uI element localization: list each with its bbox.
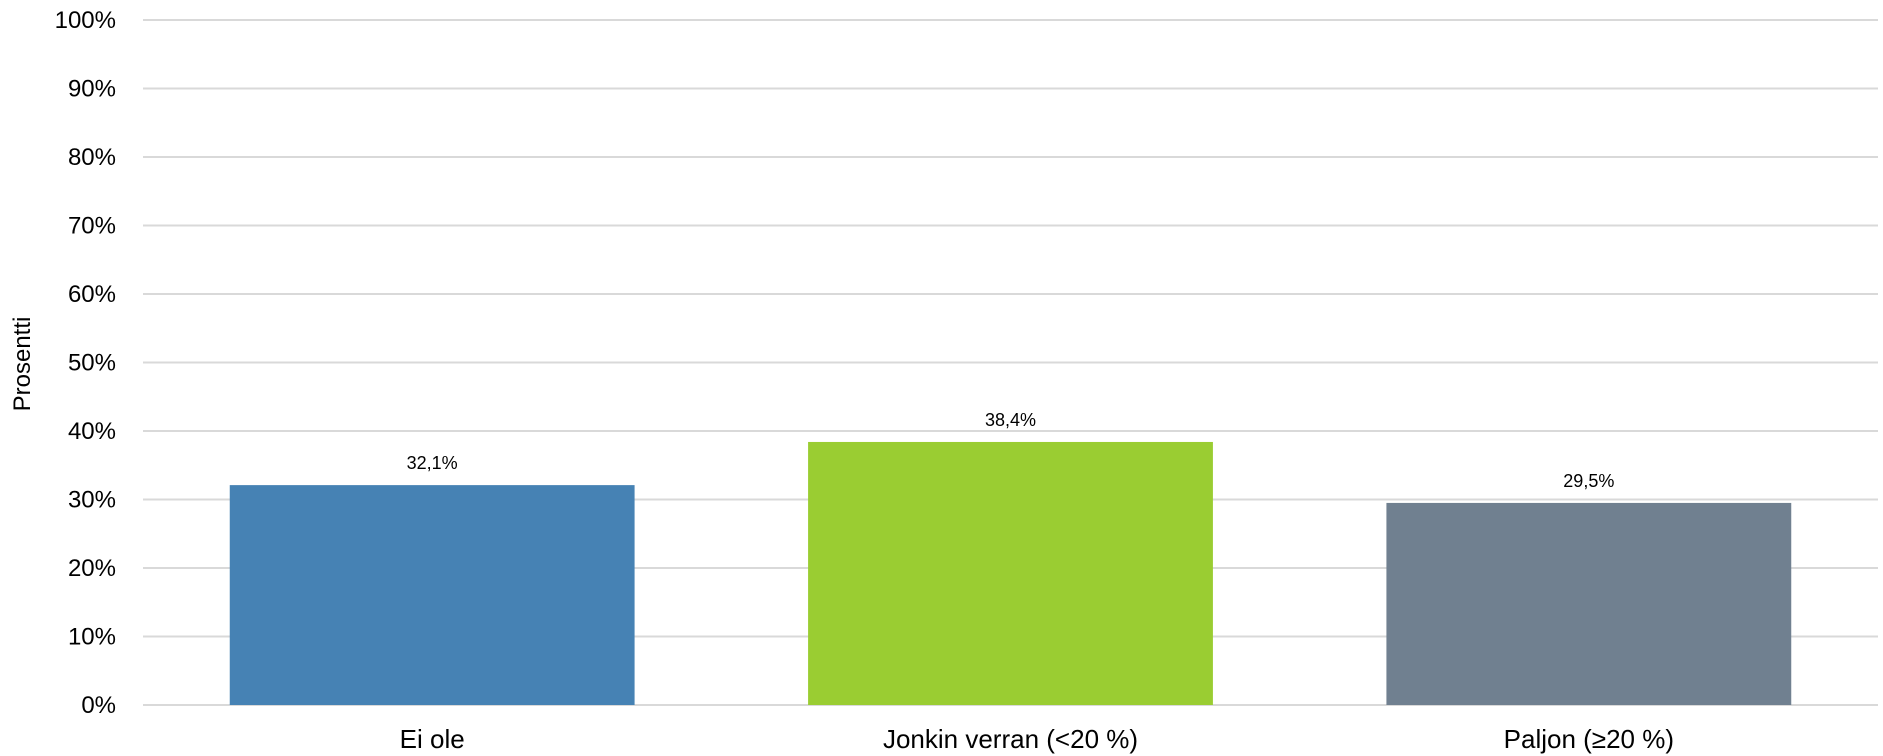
y-tick-label: 10% (68, 624, 116, 651)
data-labels: 32,1% 38,4% 29,5% (407, 410, 1615, 491)
y-axis-ticks: 0% 10% 20% 30% 40% 50% 60% 70% 80% 90% 100% (55, 7, 116, 719)
bars (229, 441, 1792, 705)
x-axis-categories: Ei ole Jonkin verran (<20 %) Paljon (≥20 %… (400, 724, 1674, 754)
y-tick-label: 70% (68, 213, 116, 240)
y-tick-label: 40% (68, 418, 116, 445)
y-tick-label: 50% (68, 350, 116, 377)
y-tick-label: 80% (68, 144, 116, 171)
y-tick-label: 30% (68, 487, 116, 514)
y-tick-label: 90% (68, 76, 116, 103)
y-tick-label: 20% (68, 555, 116, 582)
x-category-label: Paljon (≥20 %) (1504, 724, 1674, 754)
x-category-label: Ei ole (400, 724, 465, 754)
bar (229, 485, 635, 705)
bar (808, 441, 1213, 705)
y-tick-label: 100% (55, 7, 116, 34)
y-axis-title: Prosentti (9, 317, 36, 412)
x-category-label: Jonkin verran (<20 %) (883, 724, 1138, 754)
y-tick-label: 0% (81, 692, 116, 719)
data-label: 38,4% (985, 410, 1036, 430)
data-label: 32,1% (407, 453, 458, 473)
bar (1386, 502, 1792, 705)
data-label: 29,5% (1563, 471, 1614, 491)
y-tick-label: 60% (68, 281, 116, 308)
